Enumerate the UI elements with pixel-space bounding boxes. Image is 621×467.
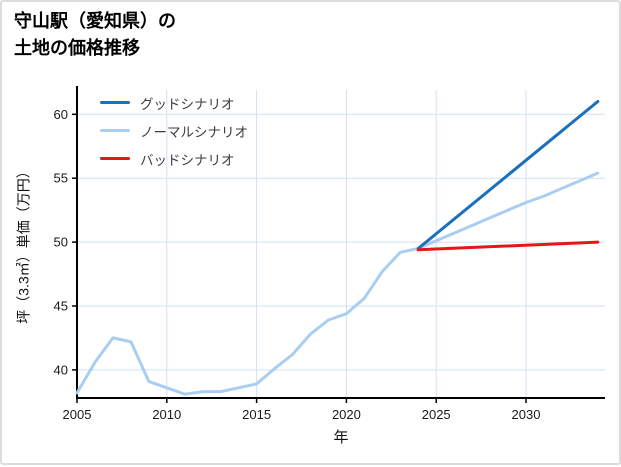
page-title-line2: 土地の価格推移 <box>14 38 140 58</box>
legend-item-good-scenario: グッドシナリオ <box>100 92 248 113</box>
y-axis-label-container: 坪（3.3㎡）単価（万円） <box>9 90 39 398</box>
svg-text:55: 55 <box>54 171 68 186</box>
svg-text:2030: 2030 <box>512 407 541 422</box>
legend-label-bad-scenario: バッドシナリオ <box>140 152 235 168</box>
page-title-line1: 守山駅（愛知県）の <box>14 11 176 31</box>
page-title: 守山駅（愛知県）の 土地の価格推移 <box>14 8 176 62</box>
legend-label-good-scenario: グッドシナリオ <box>140 96 235 112</box>
svg-text:2015: 2015 <box>242 407 271 422</box>
x-axis-label: 年 <box>333 429 349 446</box>
svg-text:60: 60 <box>54 107 68 122</box>
svg-text:2025: 2025 <box>422 407 451 422</box>
good-scenario-line-swatch <box>100 101 130 104</box>
normal-scenario-line-swatch <box>100 129 130 132</box>
svg-text:40: 40 <box>54 362 68 377</box>
chart-legend: グッドシナリオ ノーマルシナリオ バッドシナリオ <box>100 92 248 169</box>
svg-text:2010: 2010 <box>152 407 181 422</box>
y-axis-label: 坪（3.3㎡）単価（万円） <box>16 164 32 324</box>
legend-label-normal-scenario: ノーマルシナリオ <box>140 124 248 140</box>
svg-text:2020: 2020 <box>332 407 361 422</box>
svg-text:45: 45 <box>54 299 68 314</box>
bad-scenario-line-swatch <box>100 157 130 160</box>
svg-text:50: 50 <box>54 235 68 250</box>
legend-item-bad-scenario: バッドシナリオ <box>100 148 248 169</box>
svg-text:2005: 2005 <box>63 407 92 422</box>
legend-item-normal-scenario: ノーマルシナリオ <box>100 120 248 141</box>
